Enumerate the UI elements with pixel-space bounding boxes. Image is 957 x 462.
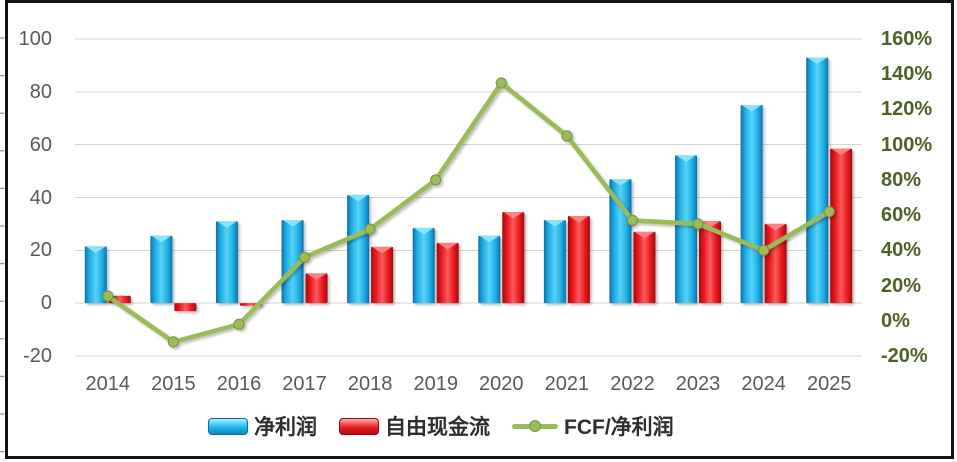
legend-label-net-profit: 净利润 bbox=[254, 416, 317, 439]
bar-top-highlight bbox=[282, 219, 303, 227]
bar-top-highlight bbox=[544, 219, 565, 227]
bar-free-cash-flow-2025 bbox=[830, 148, 853, 304]
bar-top-highlight bbox=[372, 246, 393, 254]
bar-top-highlight bbox=[831, 148, 852, 156]
bar-top-highlight bbox=[306, 273, 327, 280]
legend-item-free-cash-flow: 自由现金流 bbox=[339, 411, 490, 441]
fcf-ratio-line-swatch bbox=[512, 419, 558, 433]
bar-top-highlight bbox=[676, 155, 697, 162]
bar-net-profit-2025 bbox=[806, 57, 829, 304]
marker-fcf-ratio-2020 bbox=[495, 77, 507, 89]
bar-net-profit-2023 bbox=[675, 155, 698, 304]
bar-net-profit-2014 bbox=[84, 246, 107, 304]
gridlines bbox=[75, 38, 862, 357]
marker-fcf-ratio-2022 bbox=[626, 214, 639, 226]
bar-free-cash-flow-2022 bbox=[633, 231, 656, 304]
bar-net-profit-2017 bbox=[281, 219, 304, 304]
bar-top-highlight bbox=[765, 223, 786, 231]
bar-net-profit-2021 bbox=[543, 219, 566, 304]
bar-top-highlight bbox=[503, 212, 524, 219]
marker-fcf-ratio-2023 bbox=[692, 218, 704, 230]
marker-fcf-ratio-2015 bbox=[167, 336, 179, 348]
bars-layer bbox=[84, 57, 853, 312]
bar-top-highlight bbox=[348, 194, 369, 202]
bar-top-highlight bbox=[85, 246, 106, 253]
bar-top-highlight bbox=[437, 242, 458, 250]
bar-free-cash-flow-2018 bbox=[371, 246, 394, 304]
bar-free-cash-flow-2021 bbox=[567, 215, 590, 304]
marker-fcf-ratio-2014 bbox=[102, 290, 114, 302]
bar-net-profit-2024 bbox=[740, 105, 763, 304]
bar-free-cash-flow-2015 bbox=[174, 303, 197, 312]
bar-net-profit-2019 bbox=[412, 227, 435, 304]
bar-net-profit-2020 bbox=[478, 235, 501, 304]
line-layer bbox=[102, 77, 835, 348]
marker-fcf-ratio-2016 bbox=[233, 318, 245, 330]
bar-net-profit-2016 bbox=[215, 221, 238, 304]
bar-free-cash-flow-2023 bbox=[699, 221, 722, 304]
bar-top-highlight bbox=[807, 57, 828, 64]
bar-net-profit-2018 bbox=[347, 194, 370, 304]
legend-item-fcf-ratio: FCF/净利润 bbox=[512, 411, 674, 441]
bar-top-highlight bbox=[610, 179, 631, 186]
legend-item-net-profit: 净利润 bbox=[208, 411, 317, 441]
bar-free-cash-flow-2019 bbox=[436, 242, 459, 304]
marker-fcf-ratio-2024 bbox=[758, 244, 770, 256]
bar-free-cash-flow-2024 bbox=[764, 223, 787, 304]
left-gutter-ticks bbox=[0, 37, 5, 453]
bar-top-highlight bbox=[216, 221, 237, 228]
bar-top-highlight bbox=[151, 235, 172, 243]
marker-fcf-ratio-2018 bbox=[364, 223, 376, 235]
marker-fcf-ratio-2017 bbox=[298, 251, 311, 263]
bar-free-cash-flow-2017 bbox=[305, 273, 328, 304]
fcf-ratio-line bbox=[105, 80, 832, 345]
bar-free-cash-flow-2020 bbox=[502, 212, 525, 304]
marker-fcf-ratio-2019 bbox=[430, 174, 442, 186]
free-cash-flow-swatch bbox=[339, 417, 379, 435]
marker-fcf-ratio-2025 bbox=[823, 205, 835, 218]
legend-label-free-cash-flow: 自由现金流 bbox=[385, 416, 490, 439]
bar-top-highlight bbox=[634, 231, 655, 239]
bar-top-highlight bbox=[479, 235, 500, 243]
bar-top-highlight bbox=[568, 215, 589, 223]
bar-top-highlight bbox=[700, 221, 721, 228]
bar-top-highlight bbox=[741, 105, 762, 112]
net-profit-swatch bbox=[208, 417, 248, 435]
marker-fcf-ratio-2021 bbox=[561, 130, 573, 142]
chart-legend: 净利润 自由现金流 FCF/净利润 bbox=[208, 408, 674, 444]
bar-top-highlight bbox=[413, 227, 434, 235]
bar-net-profit-2015 bbox=[150, 235, 173, 304]
legend-line-marker-icon bbox=[529, 420, 541, 432]
legend-label-fcf-ratio: FCF/净利润 bbox=[564, 416, 674, 439]
